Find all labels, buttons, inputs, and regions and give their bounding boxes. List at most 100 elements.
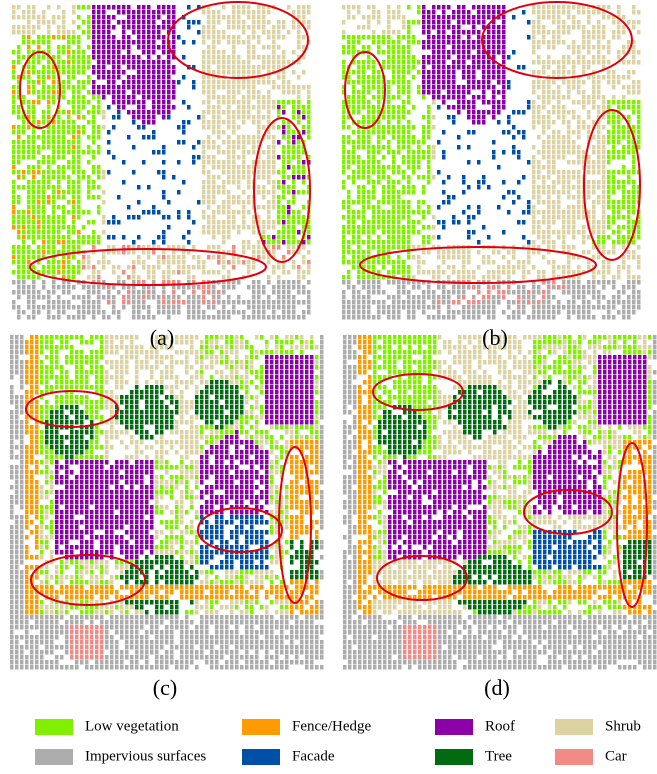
point xyxy=(222,165,226,170)
point xyxy=(67,125,71,130)
point xyxy=(387,45,391,50)
point xyxy=(592,305,596,310)
point xyxy=(292,215,296,220)
point xyxy=(97,235,101,240)
point xyxy=(612,130,616,135)
point xyxy=(272,250,276,255)
point xyxy=(152,30,156,35)
point xyxy=(287,250,291,255)
point xyxy=(97,75,101,80)
point xyxy=(162,75,166,80)
point xyxy=(17,110,21,115)
point xyxy=(602,220,606,225)
point xyxy=(517,285,521,290)
point xyxy=(567,140,571,145)
point xyxy=(622,285,626,290)
point xyxy=(352,5,356,10)
point xyxy=(482,110,486,115)
point xyxy=(112,100,116,105)
point xyxy=(482,100,486,105)
point xyxy=(572,65,576,70)
point xyxy=(12,195,16,200)
point xyxy=(10,350,14,355)
point xyxy=(602,175,606,180)
point xyxy=(227,95,231,100)
point xyxy=(597,280,601,285)
point xyxy=(622,135,626,140)
point xyxy=(562,115,566,120)
point xyxy=(287,310,291,315)
point xyxy=(282,130,286,135)
point xyxy=(352,15,356,20)
point xyxy=(27,210,31,215)
point xyxy=(172,10,176,15)
point xyxy=(47,45,51,50)
point xyxy=(467,105,471,110)
point xyxy=(222,265,226,270)
point xyxy=(597,195,601,200)
point xyxy=(372,40,376,45)
point xyxy=(557,60,561,65)
point xyxy=(12,160,16,165)
point xyxy=(577,215,581,220)
point xyxy=(602,15,606,20)
point xyxy=(632,20,636,25)
point xyxy=(637,245,641,250)
point xyxy=(582,35,586,40)
point xyxy=(422,240,426,245)
point xyxy=(387,105,391,110)
point xyxy=(132,275,136,280)
point xyxy=(72,40,76,45)
point xyxy=(42,65,46,70)
point xyxy=(207,45,211,50)
point xyxy=(272,305,276,310)
point xyxy=(77,210,81,215)
point xyxy=(467,205,471,210)
point xyxy=(52,300,56,305)
point xyxy=(202,125,206,130)
point xyxy=(367,105,371,110)
point xyxy=(627,195,631,200)
point xyxy=(457,65,461,70)
point xyxy=(77,125,81,130)
point xyxy=(502,150,506,155)
point xyxy=(497,90,501,95)
point xyxy=(537,60,541,65)
point xyxy=(512,300,516,305)
point xyxy=(537,115,541,120)
point xyxy=(397,80,401,85)
point xyxy=(162,160,166,165)
point xyxy=(15,530,19,535)
point xyxy=(107,40,111,45)
point xyxy=(577,170,581,175)
point xyxy=(557,300,561,305)
point xyxy=(402,285,406,290)
point xyxy=(587,20,591,25)
point xyxy=(552,110,556,115)
point xyxy=(252,220,256,225)
point xyxy=(112,125,116,130)
point xyxy=(537,55,541,60)
point xyxy=(287,220,291,225)
point xyxy=(447,195,451,200)
point xyxy=(27,75,31,80)
point xyxy=(547,175,551,180)
point xyxy=(257,255,261,260)
point xyxy=(62,95,66,100)
point xyxy=(607,225,611,230)
point xyxy=(387,185,391,190)
point xyxy=(127,55,131,60)
point xyxy=(532,45,536,50)
point xyxy=(227,70,231,75)
point xyxy=(587,60,591,65)
point xyxy=(527,210,531,215)
point xyxy=(247,285,251,290)
point xyxy=(292,260,296,265)
point xyxy=(627,310,631,315)
point xyxy=(267,110,271,115)
point xyxy=(77,70,81,75)
point xyxy=(602,195,606,200)
point xyxy=(587,280,591,285)
point xyxy=(77,45,81,50)
point xyxy=(242,10,246,15)
